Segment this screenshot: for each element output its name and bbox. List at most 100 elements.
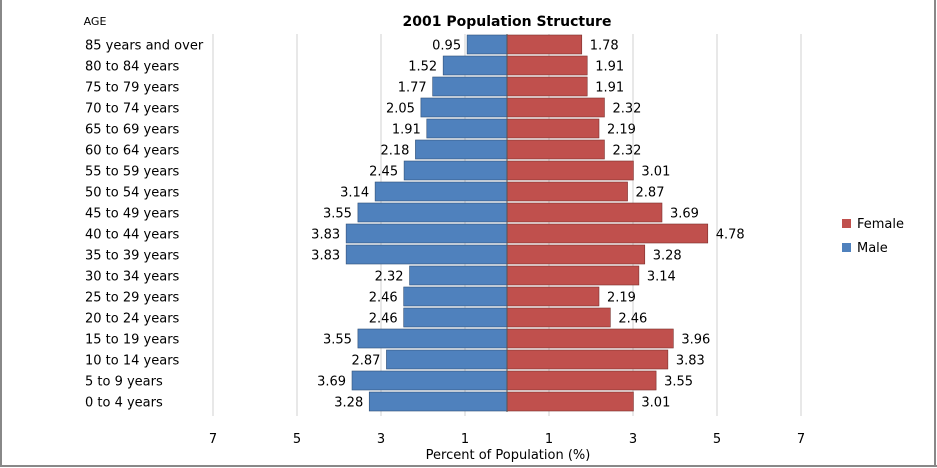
legend-swatch-male (842, 243, 851, 252)
bar-male-15 (386, 349, 508, 370)
bar-male-10 (345, 244, 508, 265)
value-label-female-6: 3.01 (641, 165, 670, 180)
bar-male-4 (426, 118, 508, 139)
value-label-female-5: 2.32 (612, 144, 641, 159)
value-label-female-14: 3.96 (681, 333, 710, 348)
value-label-male-8: 3.55 (323, 207, 352, 222)
value-label-female-7: 2.87 (636, 186, 665, 201)
legend: Female Male (842, 217, 904, 256)
category-label-7: 50 to 54 years (85, 186, 180, 201)
value-label-female-13: 2.46 (618, 312, 647, 327)
category-label-11: 30 to 34 years (85, 270, 180, 285)
category-label-6: 55 to 59 years (85, 165, 180, 180)
value-label-female-12: 2.19 (607, 291, 636, 306)
category-label-9: 40 to 44 years (85, 228, 180, 243)
category-label-4: 65 to 69 years (85, 123, 180, 138)
category-label-5: 60 to 64 years (85, 144, 180, 159)
bar-male-1 (442, 55, 508, 76)
bar-female-15 (506, 349, 669, 370)
bar-female-6 (506, 160, 634, 181)
bar-female-2 (506, 76, 588, 97)
x-tick-5: 3 (629, 432, 637, 447)
bar-male-14 (357, 328, 508, 349)
bar-male-17 (368, 391, 508, 412)
value-label-male-2: 1.77 (398, 81, 427, 96)
value-label-male-16: 3.69 (317, 375, 346, 390)
value-label-male-7: 3.14 (340, 186, 369, 201)
bar-female-13 (506, 307, 611, 328)
y-axis-label: AGE (84, 15, 107, 28)
value-label-male-14: 3.55 (323, 333, 352, 348)
x-tick-3: 1 (461, 432, 469, 447)
value-label-female-17: 3.01 (641, 396, 670, 411)
category-label-12: 25 to 29 years (85, 291, 180, 306)
value-label-female-9: 4.78 (716, 228, 745, 243)
bar-female-1 (506, 55, 588, 76)
value-label-female-4: 2.19 (607, 123, 636, 138)
category-label-8: 45 to 49 years (85, 207, 180, 222)
value-label-male-17: 3.28 (334, 396, 363, 411)
bars-group (345, 34, 709, 412)
x-tick-6: 5 (713, 432, 721, 447)
bar-male-11 (409, 265, 508, 286)
x-tick-1: 5 (293, 432, 301, 447)
category-label-3: 70 to 74 years (85, 102, 180, 117)
category-label-15: 10 to 14 years (85, 354, 180, 369)
bar-male-5 (415, 139, 508, 160)
value-label-female-1: 1.91 (595, 60, 624, 75)
value-label-female-0: 1.78 (590, 39, 619, 54)
bar-female-10 (506, 244, 646, 265)
bar-female-17 (506, 391, 634, 412)
x-axis-label: Percent of Population (%) (426, 448, 591, 463)
value-label-male-15: 2.87 (352, 354, 381, 369)
bar-female-12 (506, 286, 600, 307)
bar-female-8 (506, 202, 663, 223)
bar-male-6 (403, 160, 508, 181)
category-labels: 85 years and over 80 to 84 years 75 to 79 … (85, 39, 204, 411)
value-label-male-6: 2.45 (369, 165, 398, 180)
value-label-male-1: 1.52 (408, 60, 437, 75)
x-tick-2: 3 (377, 432, 385, 447)
value-labels: 0.95 1.78 1.52 1.91 1.77 1.91 2.05 2.32 1.91 2.19… (311, 39, 745, 411)
bar-male-13 (403, 307, 508, 328)
bar-male-8 (357, 202, 508, 223)
bar-female-0 (506, 34, 583, 55)
category-label-1: 80 to 84 years (85, 60, 180, 75)
bar-female-14 (506, 328, 674, 349)
value-label-male-10: 3.83 (311, 249, 340, 264)
value-label-male-0: 0.95 (432, 39, 461, 54)
value-label-female-8: 3.69 (670, 207, 699, 222)
x-tick-4: 1 (545, 432, 553, 447)
bar-male-3 (420, 97, 508, 118)
category-label-2: 75 to 79 years (85, 81, 180, 96)
value-label-male-12: 2.46 (369, 291, 398, 306)
bar-female-4 (506, 118, 600, 139)
bar-female-5 (506, 139, 605, 160)
value-label-female-16: 3.55 (664, 375, 693, 390)
category-label-0: 85 years and over (85, 39, 204, 54)
x-tick-0: 7 (209, 432, 217, 447)
category-label-10: 35 to 39 years (85, 249, 180, 264)
bar-male-16 (351, 370, 508, 391)
value-label-male-4: 1.91 (392, 123, 421, 138)
bar-female-3 (506, 97, 605, 118)
chart-title: 2001 Population Structure (403, 14, 612, 30)
bar-male-12 (403, 286, 508, 307)
bar-male-0 (466, 34, 508, 55)
value-label-male-3: 2.05 (386, 102, 415, 117)
bar-female-11 (506, 265, 640, 286)
bar-male-7 (374, 181, 508, 202)
category-label-17: 0 to 4 years (85, 396, 163, 411)
legend-label-male: Male (857, 241, 888, 256)
bar-male-2 (432, 76, 508, 97)
value-label-female-15: 3.83 (676, 354, 705, 369)
value-label-female-11: 3.14 (647, 270, 676, 285)
value-label-male-5: 2.18 (380, 144, 409, 159)
value-label-male-9: 3.83 (311, 228, 340, 243)
bar-female-7 (506, 181, 628, 202)
category-label-16: 5 to 9 years (85, 375, 163, 390)
category-label-14: 15 to 19 years (85, 333, 180, 348)
value-label-female-3: 2.32 (612, 102, 641, 117)
value-label-female-2: 1.91 (595, 81, 624, 96)
